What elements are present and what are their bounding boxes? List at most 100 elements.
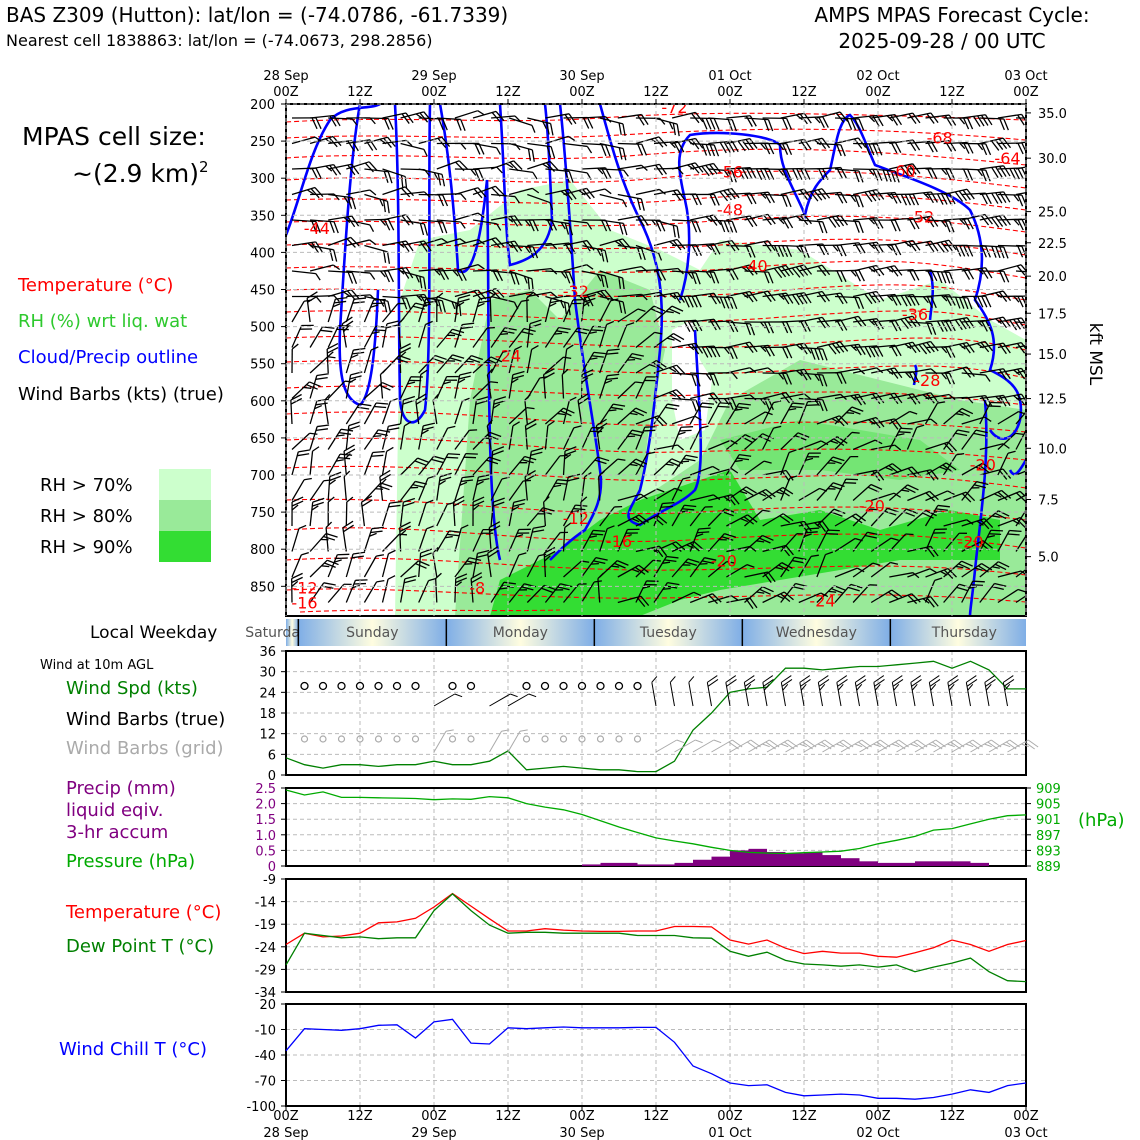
wind-barb [689, 425, 709, 450]
barb-flag [405, 214, 414, 225]
barb-flag [967, 683, 974, 691]
barb-flag [723, 347, 730, 355]
barb-flag [1002, 743, 1011, 748]
barb-flag [423, 277, 427, 290]
wind-barb [527, 117, 554, 136]
barb-staff [780, 452, 790, 476]
barb-flag [320, 329, 333, 333]
barb-staff [472, 529, 484, 552]
barb-flag [807, 456, 820, 458]
barb-flag [329, 248, 334, 261]
barb-flag [1012, 519, 1020, 525]
barb-flag [854, 118, 861, 131]
barb-staff [382, 303, 399, 323]
barb-staff [762, 391, 787, 400]
barb-flag [928, 743, 937, 748]
barb-flag [868, 346, 876, 358]
wind10m-barb [910, 675, 922, 707]
wind-barb [997, 450, 1016, 476]
barb-flag [487, 550, 499, 558]
barb-flag [799, 743, 807, 748]
barb-flag [357, 406, 370, 410]
barb-flag [655, 269, 663, 281]
barb-flag [958, 190, 968, 202]
pressure-legend: Pressure (hPa) [66, 851, 195, 872]
barb-flag [937, 401, 946, 404]
barb-staff [599, 300, 612, 323]
barb-flag [992, 515, 1000, 518]
wind-barb [997, 432, 1024, 450]
wind-barb [852, 483, 883, 501]
wind-barb [454, 354, 484, 374]
barb-flag [453, 499, 465, 507]
barb-flag [745, 683, 752, 691]
barb-flag [676, 364, 686, 375]
calm-circle-grid [467, 735, 475, 743]
barb-flag [463, 456, 477, 459]
barb-flag [911, 593, 921, 603]
barb-flag [864, 143, 871, 156]
barb-flag [379, 368, 387, 376]
barb-flag [763, 683, 770, 691]
barb-flag [586, 188, 595, 199]
barb-flag [564, 453, 572, 460]
barb-flag [724, 533, 737, 538]
barb-flag [477, 549, 490, 555]
barb-flag [723, 141, 731, 153]
barb-flag [652, 362, 664, 370]
barb-staff [961, 462, 983, 476]
wind-barb [509, 187, 540, 196]
barb-flag [907, 484, 919, 491]
barb-flag [383, 219, 391, 231]
barb-flag [810, 348, 816, 360]
barb-staff [816, 214, 841, 221]
barb-flag [963, 117, 970, 130]
barb-staff [309, 244, 334, 251]
barb-flag [581, 373, 594, 380]
barb-flag [291, 580, 299, 587]
barb-flag [977, 296, 984, 308]
wind-barb [309, 264, 341, 272]
wind-barb [707, 402, 732, 425]
wind10m-barb [669, 676, 676, 707]
barb-flag [644, 425, 657, 428]
barb-flag [577, 327, 590, 332]
calm-circle-grid [522, 735, 531, 743]
wind-barb [943, 453, 965, 476]
barb-flag [672, 390, 682, 400]
barb-flag [525, 419, 537, 427]
barb-flag [1003, 270, 1010, 283]
wind-barb [399, 421, 412, 450]
barb-flag [581, 560, 590, 563]
pressure-tick-label: 200 [250, 98, 275, 113]
barb-flag [695, 533, 704, 538]
barb-flag [658, 252, 663, 261]
wind-barb [454, 110, 485, 119]
wind-barb [961, 372, 991, 382]
barb-flag [800, 246, 806, 258]
wind-barb [617, 193, 645, 211]
barb-flag [657, 515, 668, 524]
wind-barb [454, 557, 482, 578]
barb-flag [640, 248, 646, 261]
wind-barb [472, 296, 492, 323]
barb-flag [765, 488, 776, 498]
barb-flag [804, 533, 812, 538]
barb-flag [447, 360, 456, 362]
barb-flag [781, 393, 791, 404]
wind-barb [888, 410, 918, 425]
wind-barb [924, 577, 943, 603]
barb-flag [930, 418, 938, 425]
wind-barb [563, 142, 593, 154]
barb-flag [929, 568, 938, 574]
barb-flag [373, 435, 382, 438]
barb-flag [584, 293, 597, 299]
barb-flag [695, 374, 701, 387]
barb-flag [1003, 191, 1011, 203]
barb-flag [988, 405, 1001, 408]
barb-flag [981, 169, 987, 182]
barb-flag [495, 288, 505, 298]
barb-flag [786, 143, 793, 155]
barb-flag [1016, 518, 1026, 528]
